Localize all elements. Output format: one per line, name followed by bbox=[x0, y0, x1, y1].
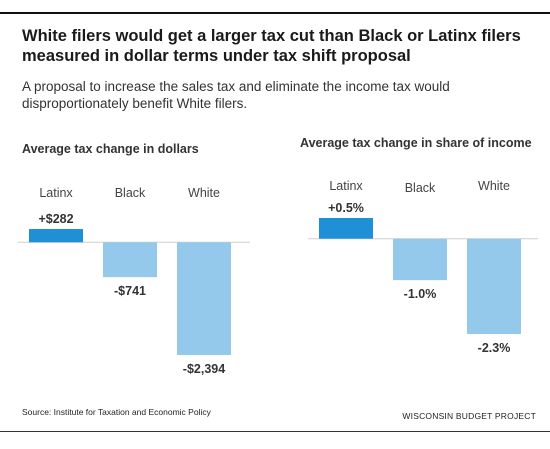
category-label-black: Black bbox=[115, 186, 146, 200]
chart-title-dollars: Average tax change in dollars bbox=[22, 142, 199, 156]
page-subtitle: A proposal to increase the sales tax and… bbox=[22, 79, 450, 111]
value-label-latinx: +0.5% bbox=[328, 201, 364, 215]
bottom-rule bbox=[0, 431, 550, 432]
credit-label: WISCONSIN BUDGET PROJECT bbox=[402, 411, 536, 421]
source-note: Source: Institute for Taxation and Econo… bbox=[22, 407, 211, 417]
page-title: White filers would get a larger tax cut … bbox=[22, 27, 521, 65]
value-label-white: -$2,394 bbox=[183, 362, 225, 376]
category-label-latinx: Latinx bbox=[329, 179, 363, 193]
bar-latinx bbox=[319, 218, 373, 239]
value-label-black: -$741 bbox=[114, 284, 146, 298]
category-label-black: Black bbox=[405, 181, 436, 195]
value-label-black: -1.0% bbox=[404, 287, 437, 301]
chart-share: Latinx +0.5% Black -1.0% White -2.3% bbox=[308, 179, 538, 355]
bar-latinx bbox=[29, 229, 83, 243]
chart-dollars: Latinx +$282 Black -$741 White -$2,394 bbox=[18, 186, 250, 376]
category-label-latinx: Latinx bbox=[39, 186, 73, 200]
chart-title-share: Average tax change in share of income bbox=[300, 136, 532, 150]
category-label-white: White bbox=[478, 179, 510, 193]
value-label-latinx: +$282 bbox=[38, 212, 73, 226]
bar-black bbox=[393, 238, 447, 281]
bar-white bbox=[467, 238, 521, 334]
top-rule bbox=[0, 12, 550, 14]
bar-white bbox=[177, 242, 231, 355]
value-label-white: -2.3% bbox=[478, 341, 511, 355]
bar-black bbox=[103, 242, 157, 278]
category-label-white: White bbox=[188, 186, 220, 200]
